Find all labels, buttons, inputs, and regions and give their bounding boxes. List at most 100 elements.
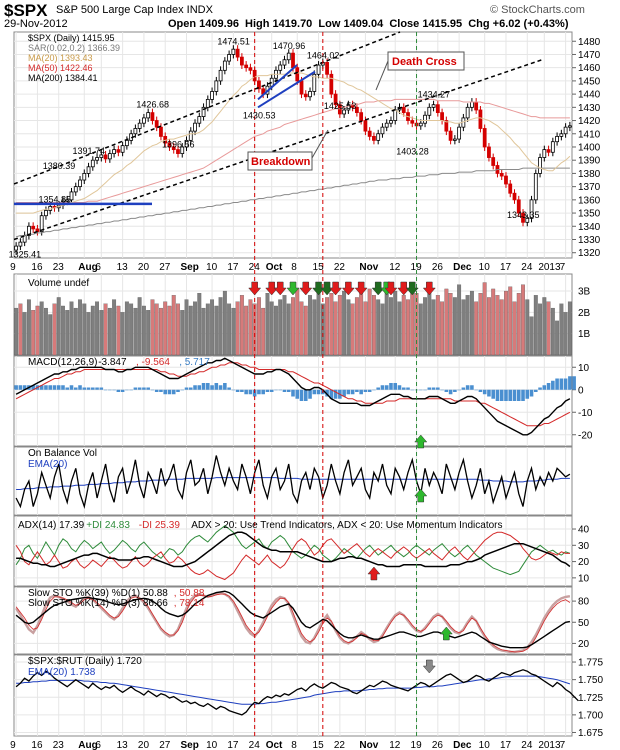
volume-bar	[146, 310, 151, 356]
price-candle	[18, 241, 23, 247]
volume-bar	[261, 307, 266, 356]
volume-bar	[555, 320, 560, 356]
rising-wedge-lower	[257, 70, 316, 109]
volume-bar	[35, 305, 40, 356]
price-legend-item: SAR(0.02,0.2) 1366.39	[28, 43, 120, 53]
obv-line	[15, 455, 571, 510]
price-candle	[282, 59, 287, 66]
x-tick-label: 10	[206, 740, 218, 750]
y-tick-label: 1320	[578, 248, 601, 259]
price-candle	[308, 91, 312, 98]
volume-bar	[346, 299, 351, 356]
obv-signal-arrow	[414, 488, 428, 503]
price-candle	[563, 126, 568, 135]
price-candle	[44, 210, 48, 217]
volume-bar	[482, 282, 487, 356]
ma20-line	[16, 72, 571, 214]
price-candle	[65, 199, 70, 202]
volume-bar	[367, 288, 372, 356]
macd-histogram-bar	[431, 387, 436, 390]
macd-histogram-bar	[159, 389, 163, 392]
macd-histogram-bar	[193, 385, 197, 390]
price-candle	[546, 149, 551, 153]
macd-histogram-bar	[227, 387, 231, 390]
ratio-line	[15, 669, 579, 716]
macd-histogram-bar	[376, 387, 380, 390]
ma200-line	[15, 167, 570, 238]
y-tick-label: 1370	[578, 182, 601, 193]
macd-histogram-bar	[427, 387, 432, 390]
volume-signal-arrow	[312, 281, 326, 296]
price-candle	[337, 104, 342, 115]
y-tick-label: 1.725	[578, 693, 603, 704]
macd-line	[15, 357, 571, 436]
price-candle	[222, 60, 227, 71]
x-tick-label: 26	[432, 740, 444, 750]
macd-histogram-bar	[308, 389, 312, 399]
y-tick-label: 1410	[578, 129, 601, 140]
y-tick-label: 10	[578, 573, 590, 584]
macd-histogram-bar	[333, 389, 338, 399]
price-legend-item: MA(200) 1384.41	[28, 73, 98, 83]
macd-histogram-bar	[235, 389, 240, 392]
volume-bar	[26, 299, 31, 356]
x-tick-label: 12	[389, 262, 401, 273]
price-candle	[427, 106, 432, 116]
macd-histogram-bar	[555, 378, 559, 390]
price-candle	[316, 64, 321, 75]
macd-histogram-bar	[559, 378, 564, 390]
price-candle	[448, 130, 453, 141]
price-point-label: 1343.35	[507, 210, 540, 220]
volume-signal-arrow	[265, 281, 279, 296]
volume-bar	[504, 290, 508, 356]
price-candle	[384, 122, 389, 128]
volume-bar	[210, 299, 215, 356]
macd-histogram-bar	[274, 389, 278, 391]
panel-ratio	[13, 654, 573, 737]
x-tick-label: 27	[159, 740, 171, 750]
macd-histogram-bar	[512, 389, 517, 401]
price-candle	[418, 122, 423, 127]
macd-histogram-bar	[436, 387, 440, 390]
volume-bar	[342, 290, 347, 356]
volume-bar	[337, 295, 342, 356]
x-tick-label: 22	[334, 262, 346, 273]
volume-bar	[39, 301, 44, 356]
price-candle	[521, 212, 525, 223]
macd-histogram-bar	[538, 387, 542, 390]
y-tick-label: 1420	[578, 116, 601, 127]
macd-histogram-bar	[380, 385, 385, 390]
price-candle	[69, 191, 74, 201]
volume-bar	[163, 301, 168, 356]
macd-histogram-bar	[504, 389, 508, 401]
volume-bar	[512, 301, 517, 356]
x-tick-label: Oct	[266, 740, 283, 750]
death-cross-pointer	[375, 60, 389, 91]
panel-obv	[13, 446, 573, 516]
macd-histogram-bar	[291, 389, 295, 397]
price-candle	[487, 146, 491, 158]
macd-histogram-bar	[197, 385, 202, 390]
volume-bar	[184, 299, 189, 356]
macd-histogram-bar	[176, 389, 180, 392]
price-point-label: 1434.27	[418, 90, 451, 100]
y-tick-label: 1480	[578, 37, 601, 48]
volume-bar	[227, 303, 232, 356]
macd-histogram-bar	[440, 389, 444, 391]
volume-bar	[546, 301, 551, 356]
y-tick-label: 30	[578, 541, 590, 552]
macd-histogram-bar	[48, 385, 52, 390]
x-tick-label: Dec	[453, 740, 472, 750]
price-candle	[184, 139, 189, 148]
volume-bar	[299, 301, 304, 356]
volume-bar	[22, 312, 27, 356]
price-candle	[401, 106, 406, 114]
obv-ema-label: EMA(20)	[28, 459, 67, 470]
x-tick-label: Nov	[359, 740, 378, 750]
volume-signal-arrow	[248, 281, 262, 296]
volume-signal-arrow	[422, 281, 436, 296]
x-tick-label: 17	[500, 262, 512, 273]
y-tick-label: 10	[578, 363, 590, 374]
price-candle	[363, 120, 368, 132]
volume-bar	[31, 310, 36, 356]
